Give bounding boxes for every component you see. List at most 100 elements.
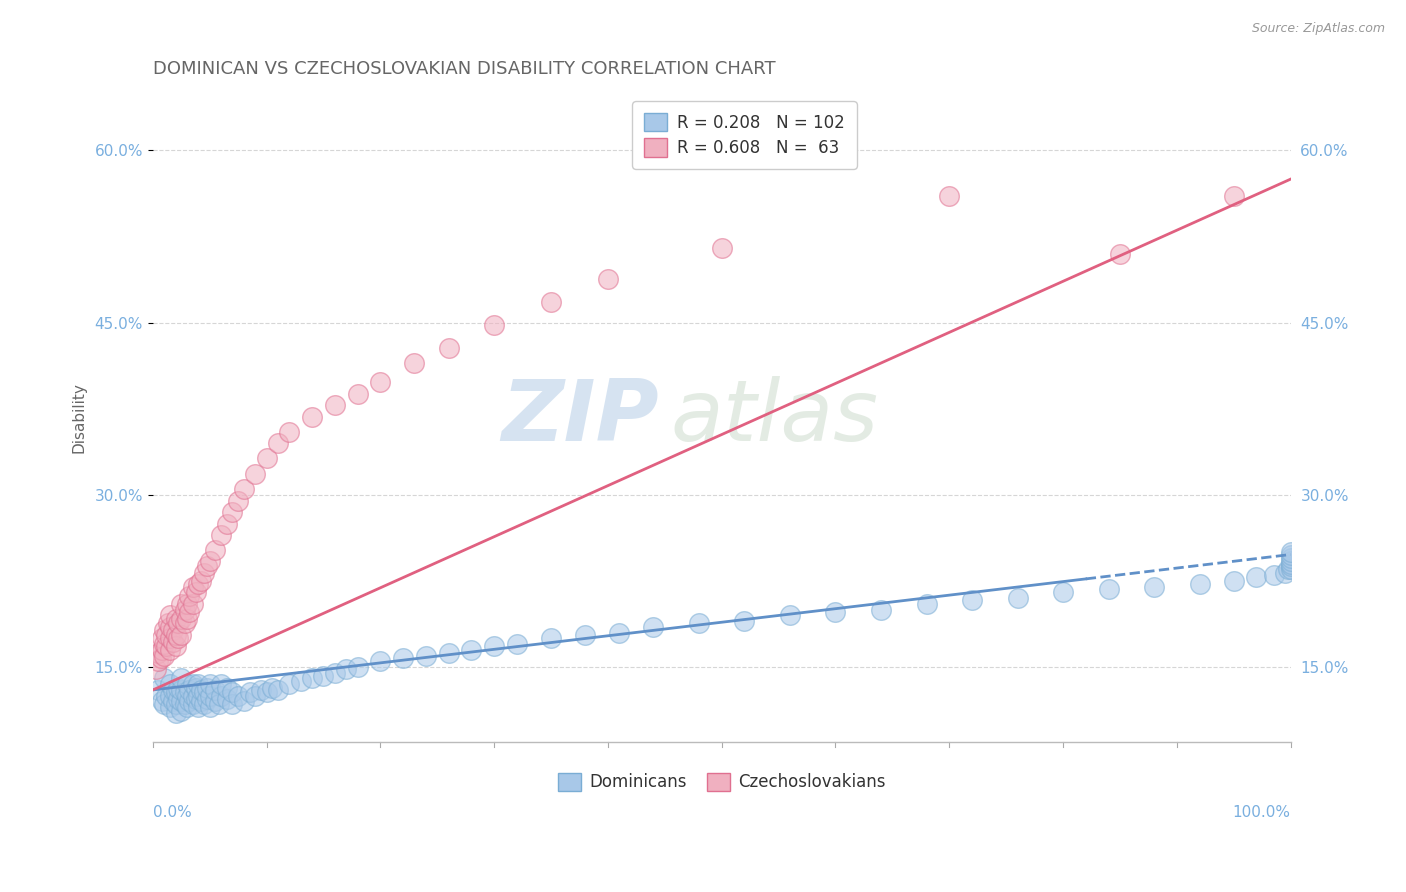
Point <box>181 697 204 711</box>
Point <box>145 662 167 676</box>
Point <box>159 620 181 634</box>
Point <box>870 602 893 616</box>
Point <box>193 685 215 699</box>
Point <box>193 697 215 711</box>
Point <box>392 650 415 665</box>
Point <box>187 677 209 691</box>
Point <box>540 632 562 646</box>
Point <box>1277 562 1299 576</box>
Point <box>1188 577 1211 591</box>
Point <box>184 692 207 706</box>
Point <box>198 700 221 714</box>
Point <box>197 681 219 695</box>
Point <box>437 341 460 355</box>
Point <box>148 646 170 660</box>
Point <box>323 665 346 680</box>
Point <box>221 697 243 711</box>
Point <box>506 637 529 651</box>
Point <box>150 694 173 708</box>
Point <box>1279 557 1302 571</box>
Point <box>155 689 177 703</box>
Point <box>1279 551 1302 566</box>
Point <box>170 597 193 611</box>
Point <box>179 683 201 698</box>
Point <box>482 640 505 654</box>
Point <box>173 685 195 699</box>
Text: ZIP: ZIP <box>502 376 659 458</box>
Point <box>250 683 273 698</box>
Point <box>190 683 212 698</box>
Point <box>232 482 254 496</box>
Point <box>176 677 198 691</box>
Point <box>607 625 630 640</box>
Point <box>370 376 392 390</box>
Point <box>159 632 181 646</box>
Point <box>159 700 181 714</box>
Legend: Dominicans, Czechoslovakians: Dominicans, Czechoslovakians <box>551 766 893 798</box>
Point <box>245 467 267 482</box>
Point <box>204 683 226 698</box>
Point <box>187 577 209 591</box>
Point <box>198 677 221 691</box>
Point <box>148 683 170 698</box>
Point <box>190 574 212 588</box>
Point <box>960 593 983 607</box>
Point <box>245 689 267 703</box>
Point <box>1246 570 1268 584</box>
Point <box>165 640 187 654</box>
Text: DOMINICAN VS CZECHOSLOVAKIAN DISABILITY CORRELATION CHART: DOMINICAN VS CZECHOSLOVAKIAN DISABILITY … <box>153 60 776 78</box>
Point <box>278 425 301 439</box>
Point <box>256 451 278 466</box>
Point <box>1279 554 1302 568</box>
Point <box>221 505 243 519</box>
Point <box>1097 582 1119 596</box>
Point <box>209 528 232 542</box>
Point <box>159 642 181 657</box>
Point <box>221 685 243 699</box>
Text: 100.0%: 100.0% <box>1233 805 1291 820</box>
Point <box>335 662 357 676</box>
Point <box>209 677 232 691</box>
Point <box>460 642 482 657</box>
Point <box>1274 566 1296 580</box>
Point <box>173 616 195 631</box>
Point <box>346 660 368 674</box>
Point <box>155 640 177 654</box>
Point <box>346 386 368 401</box>
Point <box>1109 246 1132 260</box>
Point <box>415 648 437 663</box>
Point <box>153 637 176 651</box>
Point <box>162 624 184 638</box>
Point <box>149 650 172 665</box>
Point <box>323 398 346 412</box>
Point <box>170 628 193 642</box>
Point <box>1263 568 1285 582</box>
Point <box>162 694 184 708</box>
Point <box>153 697 176 711</box>
Y-axis label: Disability: Disability <box>72 382 86 453</box>
Point <box>166 616 188 631</box>
Text: atlas: atlas <box>671 376 879 458</box>
Point <box>710 241 733 255</box>
Point <box>165 706 187 720</box>
Point <box>301 409 323 424</box>
Point <box>208 697 231 711</box>
Point <box>215 681 238 695</box>
Point <box>404 356 426 370</box>
Point <box>262 681 284 695</box>
Point <box>184 585 207 599</box>
Point <box>153 648 176 663</box>
Point <box>301 672 323 686</box>
Point <box>153 624 176 638</box>
Point <box>290 673 312 688</box>
Point <box>198 689 221 703</box>
Point <box>184 681 207 695</box>
Point <box>173 602 195 616</box>
Point <box>155 628 177 642</box>
Point <box>165 628 187 642</box>
Point <box>1279 545 1302 559</box>
Point <box>232 694 254 708</box>
Point <box>1279 562 1302 576</box>
Point <box>166 681 188 695</box>
Point <box>173 697 195 711</box>
